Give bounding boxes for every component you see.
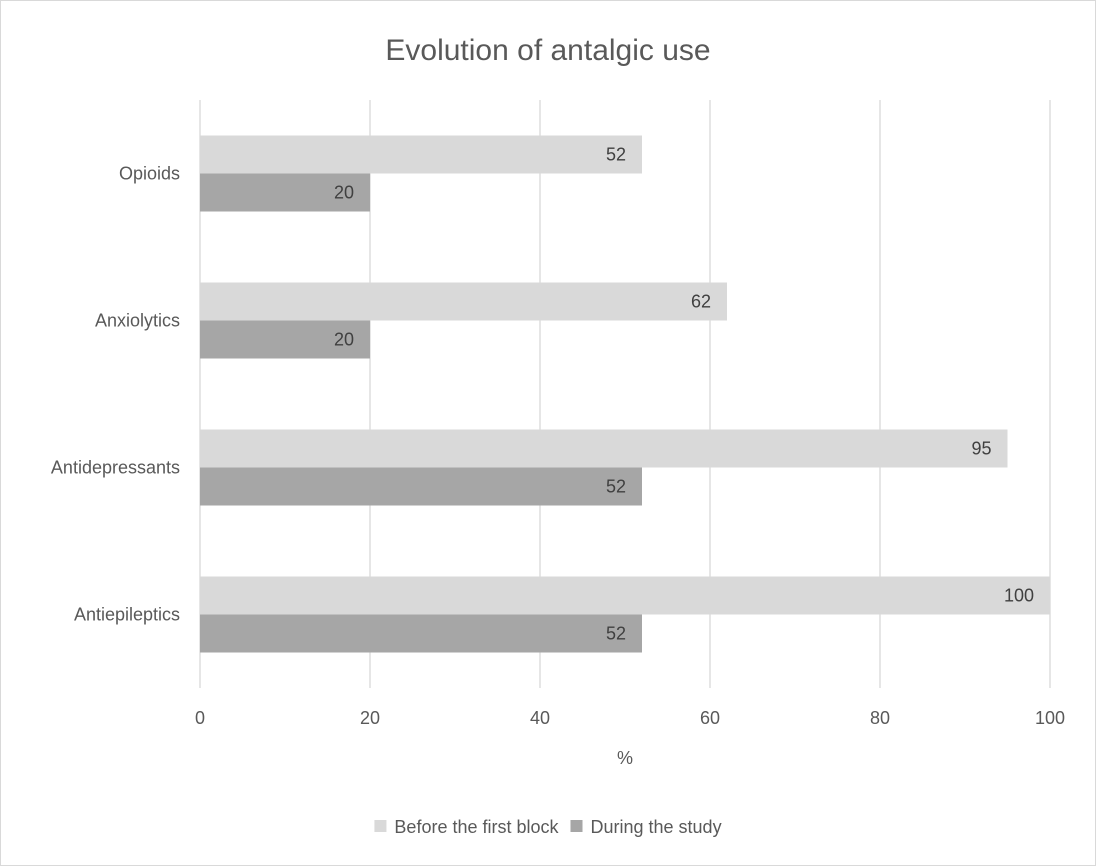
data-label: 52 [606, 624, 626, 644]
category-label-opioids: Opioids [119, 164, 180, 184]
chart-title: Evolution of antalgic use [385, 34, 710, 67]
legend: Before the first block During the study [374, 817, 722, 837]
category-labels: Antiepileptics Antidepressants Anxiolytics… [51, 164, 180, 625]
bars [200, 135, 1050, 653]
bar-opioids-during [200, 173, 370, 212]
bar-antidepressants-during [200, 467, 642, 506]
bar-opioids-before [200, 135, 642, 174]
data-labels: 100 52 95 52 62 20 52 20 [334, 145, 1034, 644]
legend-swatch [570, 820, 583, 832]
x-tick-label: 20 [360, 708, 380, 728]
x-tick-label: 60 [700, 708, 720, 728]
legend-swatch [374, 820, 387, 832]
legend-label: Before the first block [394, 817, 559, 837]
bar-antidepressants-before [200, 429, 1008, 468]
data-label: 20 [334, 183, 354, 203]
bar-anxiolytics-before [200, 282, 727, 321]
data-label: 52 [606, 477, 626, 497]
x-tick-label: 80 [870, 708, 890, 728]
category-label-anxiolytics: Anxiolytics [95, 311, 180, 331]
bar-antiepileptics-during [200, 614, 642, 653]
data-label: 100 [1004, 586, 1034, 606]
x-axis-label: % [617, 748, 633, 768]
x-tick-label: 40 [530, 708, 550, 728]
category-label-antiepileptics: Antiepileptics [74, 605, 180, 625]
data-label: 95 [971, 439, 991, 459]
category-label-antidepressants: Antidepressants [51, 458, 180, 478]
x-tick-label: 0 [195, 708, 205, 728]
legend-item: Before the first block [374, 817, 559, 837]
legend-label: During the study [591, 817, 722, 837]
bar-antiepileptics-before [200, 576, 1050, 615]
legend-item: During the study [570, 817, 722, 837]
bar-anxiolytics-during [200, 320, 370, 359]
x-tick-label: 100 [1035, 708, 1065, 728]
data-label: 62 [691, 292, 711, 312]
data-label: 20 [334, 330, 354, 350]
data-label: 52 [606, 145, 626, 165]
x-tick-labels: 0 20 40 60 80 100 [195, 708, 1065, 728]
